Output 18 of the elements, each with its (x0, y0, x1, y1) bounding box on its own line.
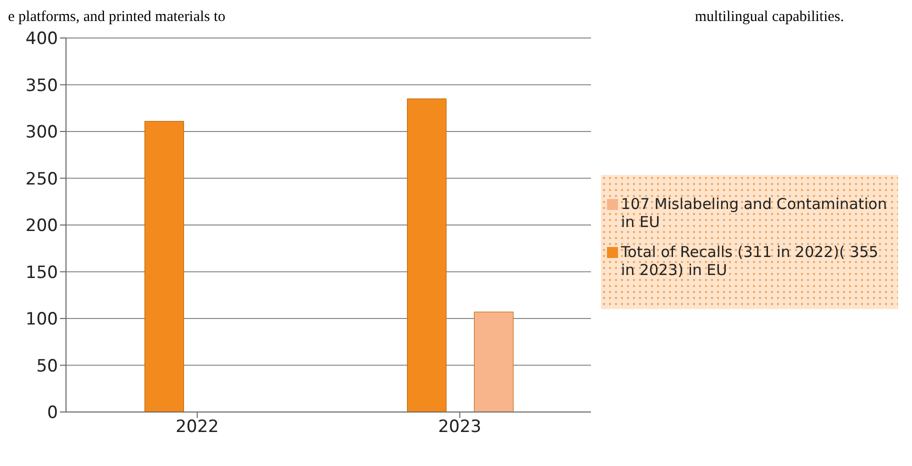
legend-label: 107 Mislabeling and Contamination in EU (621, 195, 888, 231)
y-tick-label: 250 (26, 169, 58, 190)
text: e platforms, and printed materials to (8, 8, 226, 26)
y-tick-label: 350 (26, 76, 58, 96)
x-tick-label: 2022 (176, 417, 219, 438)
legend-label: Total of Recalls (311 in 2022)( 355 in 2023) in EU (621, 243, 880, 279)
y-tick-label: 50 (36, 356, 58, 376)
bar (144, 120, 184, 412)
y-tick-label: 0 (47, 403, 58, 424)
y-tick-label: 200 (26, 216, 58, 236)
bar (407, 98, 446, 412)
bar (474, 312, 514, 412)
y-tick-label: 300 (26, 122, 58, 143)
y-tick-label: 150 (26, 262, 58, 283)
y-tick-label: 400 (26, 29, 58, 50)
y-tick-label: 100 (26, 310, 58, 330)
x-tick-label: 2023 (438, 417, 482, 438)
text: multilingual capabilities. (694, 8, 844, 26)
